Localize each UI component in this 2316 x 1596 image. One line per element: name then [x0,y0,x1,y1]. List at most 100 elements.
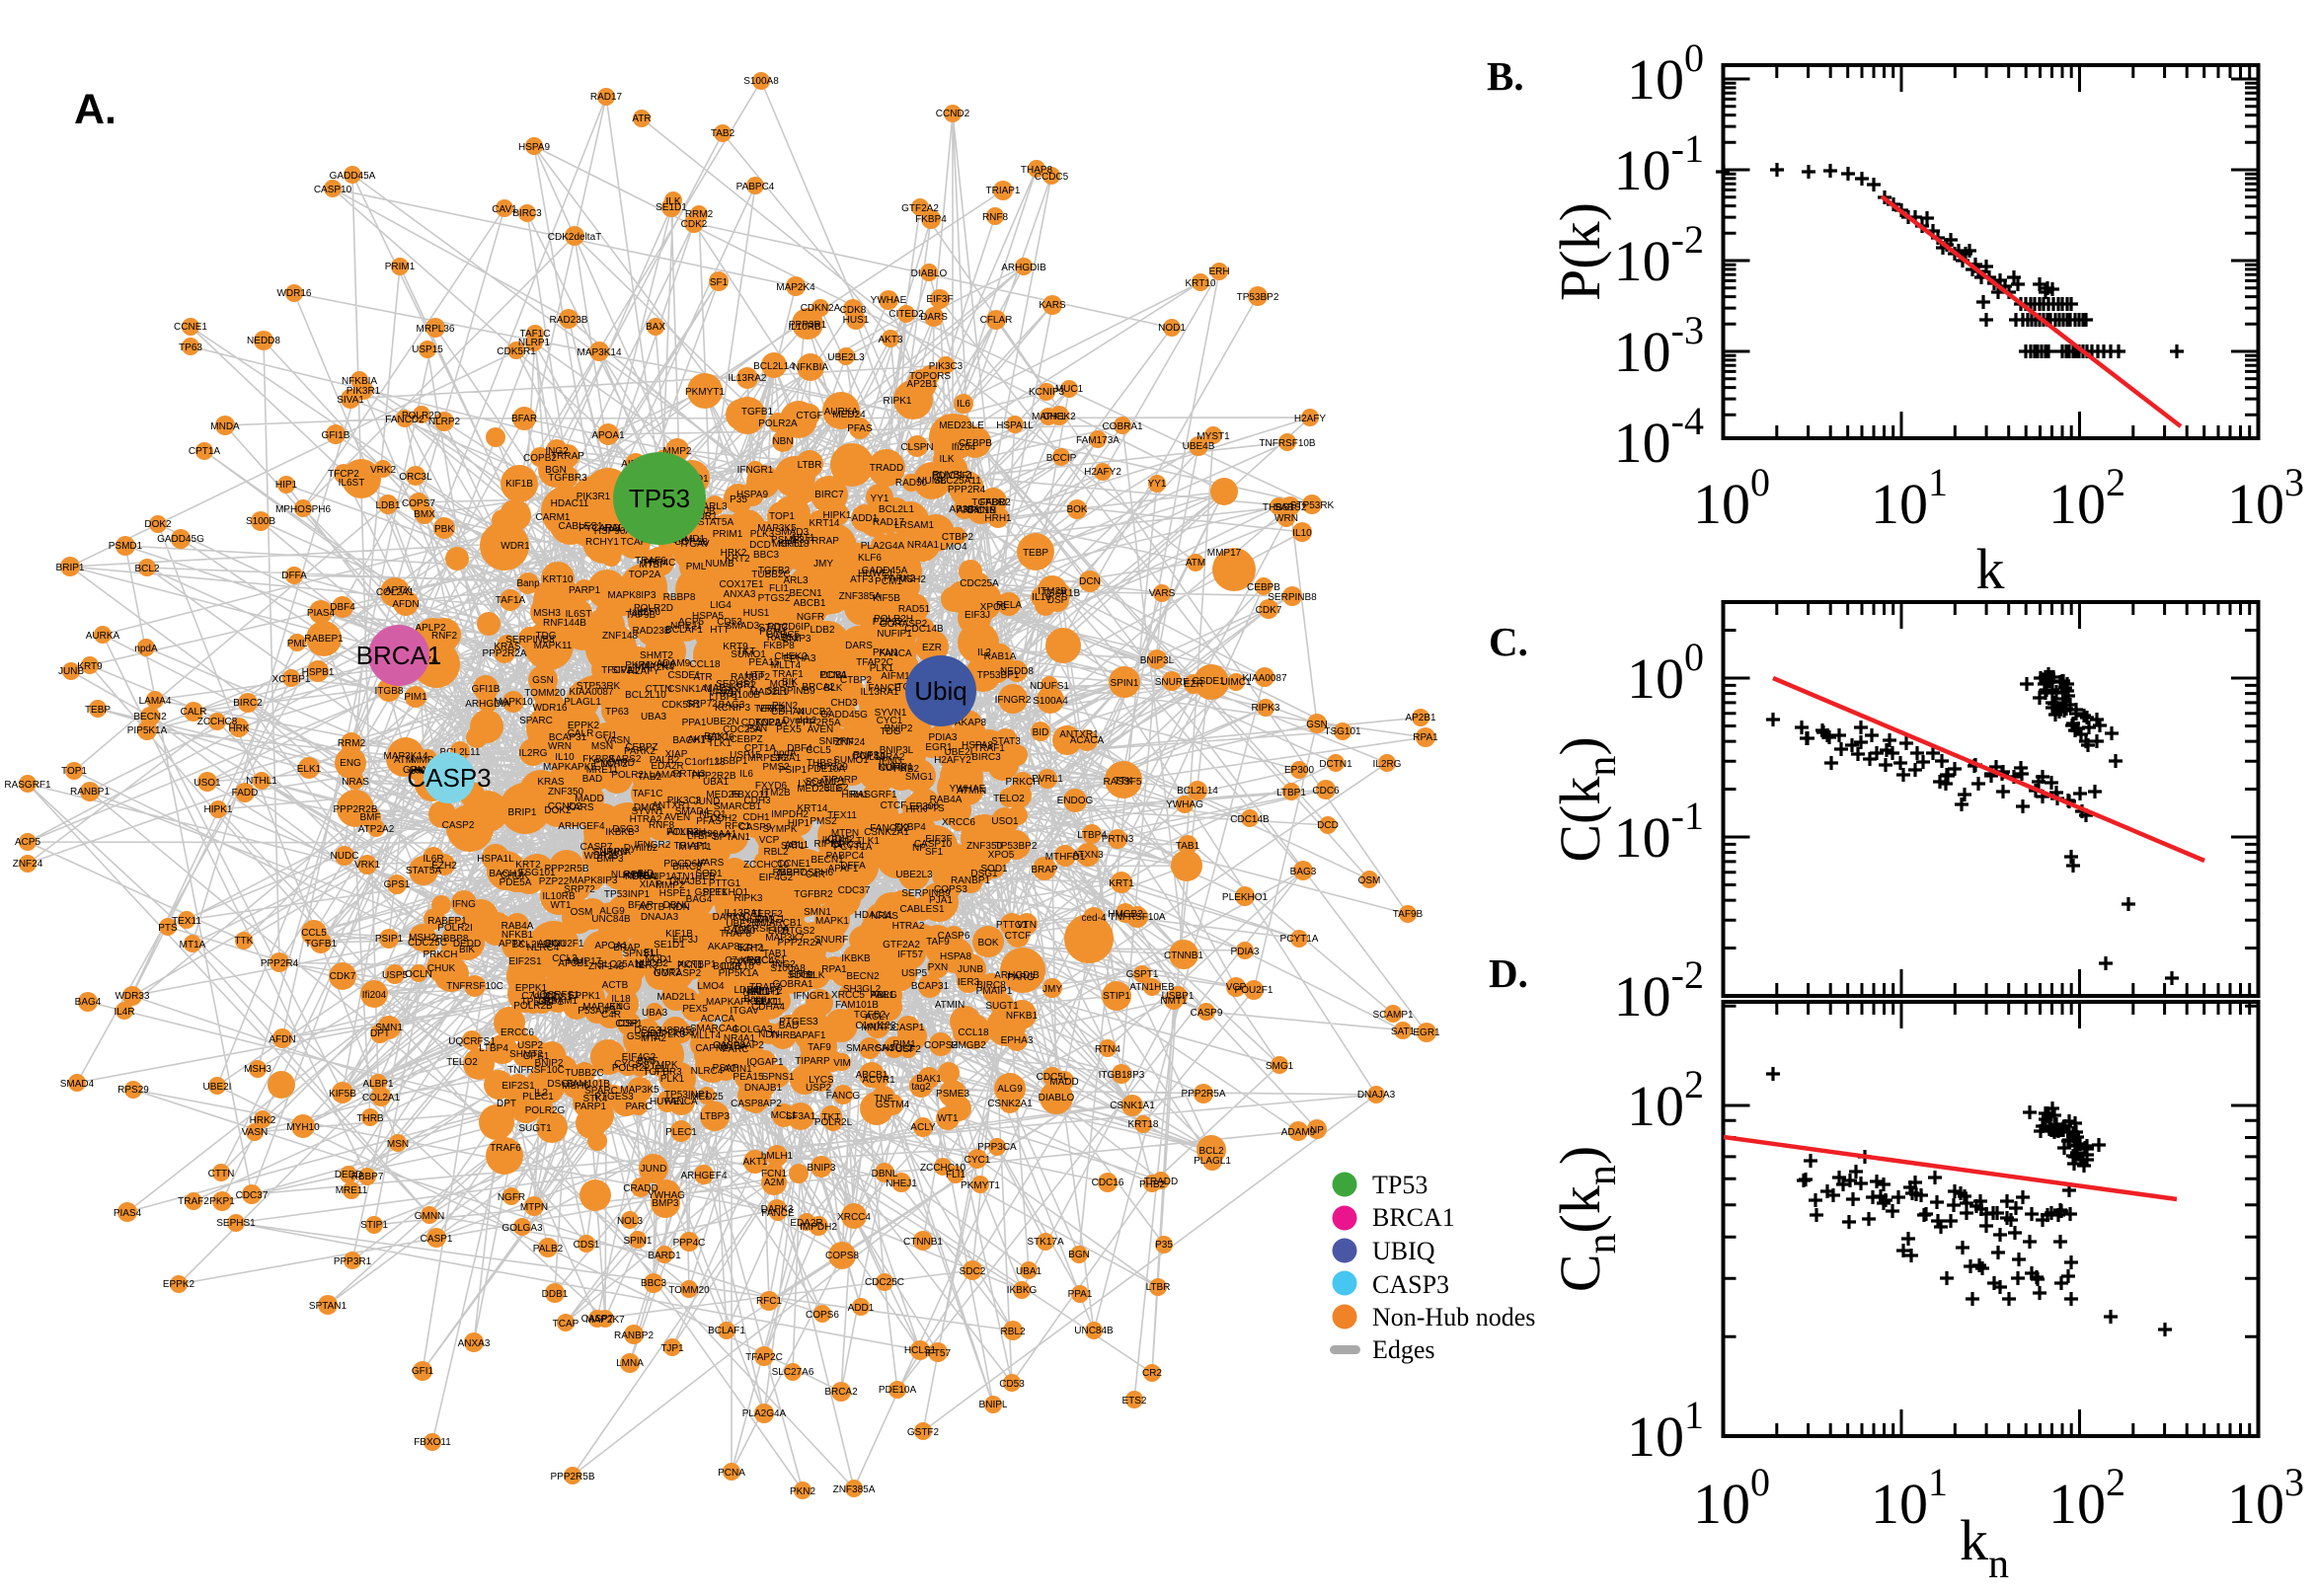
svg-text:IKBKG: IKBKG [1007,1285,1038,1296]
svg-text:ANXA3: ANXA3 [458,1338,491,1349]
svg-text:APTX: APTX [385,585,411,596]
svg-text:FANCE: FANCE [761,1208,795,1219]
svg-text:NDN: NDN [758,1029,780,1040]
svg-text:BOK: BOK [1066,504,1087,515]
svg-text:GTF2A2: GTF2A2 [883,940,920,950]
svg-text:PPP2R5A: PPP2R5A [1181,1089,1225,1100]
svg-text:PABPC4: PABPC4 [736,182,775,192]
svg-text:AKT3: AKT3 [878,335,902,345]
svg-text:PPP2R2A: PPP2R2A [482,648,526,659]
svg-text:RBL2: RBL2 [1000,1327,1025,1337]
svg-text:RAD23B: RAD23B [633,626,671,637]
svg-text:POLR2I: POLR2I [611,770,647,781]
svg-text:ATM: ATM [1186,558,1205,569]
svg-text:BMP3: BMP3 [652,1198,679,1209]
svg-text:RAD23B: RAD23B [550,315,588,326]
svg-text:UBE4B: UBE4B [1183,441,1215,452]
svg-text:ENDOG: ENDOG [1057,796,1094,806]
svg-text:POLR2G: POLR2G [525,1105,566,1116]
svg-text:PEA15: PEA15 [748,657,780,668]
svg-text:THRB: THRB [356,1113,384,1124]
svg-text:EPPK2: EPPK2 [163,1279,195,1290]
svg-text:APLP2: APLP2 [415,623,446,634]
svg-text:TRRAP: TRRAP [806,536,839,547]
svg-text:DFFA: DFFA [281,570,307,581]
svg-text:PVRL1: PVRL1 [1032,774,1063,785]
svg-text:UNC84B: UNC84B [1074,1326,1114,1336]
svg-text:ING2: ING2 [772,959,796,970]
svg-text:TOMM20: TOMM20 [668,1285,710,1296]
svg-text:TJP1: TJP1 [660,1343,684,1354]
svg-text:SYMPK: SYMPK [762,824,797,835]
svg-text:IL4R: IL4R [114,1007,134,1018]
svg-text:HSPA1L: HSPA1L [996,420,1034,431]
svg-text:PSIP1: PSIP1 [779,765,808,776]
svg-text:POLR2L: POLR2L [612,1063,651,1074]
svg-text:IFNGR1: IFNGR1 [794,991,830,1002]
svg-text:GPS1: GPS1 [523,1051,550,1062]
svg-text:PML: PML [287,639,308,649]
svg-text:ILK: ILK [665,196,680,207]
svg-text:RPS29: RPS29 [117,1085,149,1096]
svg-text:LTBR: LTBR [798,460,822,471]
svg-text:MSN: MSN [591,741,613,752]
svg-text:LAMA4: LAMA4 [139,696,172,707]
svg-text:SMG1: SMG1 [1266,1061,1294,1072]
svg-text:KIF5B: KIF5B [329,1089,356,1100]
svg-text:DSG1: DSG1 [970,869,998,879]
svg-text:P(k): P(k) [1548,202,1612,301]
svg-text:CDC25A: CDC25A [960,578,999,589]
svg-text:HIP1: HIP1 [275,480,298,491]
svg-text:JUNB: JUNB [958,964,983,975]
svg-text:KARS: KARS [1039,300,1066,311]
svg-text:BAD: BAD [582,774,603,785]
svg-text:CR2: CR2 [1142,1368,1162,1379]
svg-text:AURKA: AURKA [86,631,120,642]
svg-text:C1orf123: C1orf123 [684,757,726,768]
svg-text:PMAIP1: PMAIP1 [976,986,1013,997]
svg-text:RAB4A: RAB4A [930,795,963,805]
svg-text:SMN1: SMN1 [804,907,831,918]
svg-text:CITED2: CITED2 [888,309,924,320]
svg-text:APTX: APTX [499,939,524,950]
svg-text:JMY: JMY [1042,984,1062,995]
svg-text:PTGS2: PTGS2 [758,593,791,604]
svg-text:PIAS4: PIAS4 [114,1208,142,1219]
svg-text:IL6: IL6 [739,769,753,780]
svg-text:BRAP: BRAP [1031,865,1058,875]
svg-text:HUWE1: HUWE1 [858,569,894,579]
svg-text:USP5: USP5 [901,968,928,979]
svg-text:TIPARP: TIPARP [795,1056,830,1067]
svg-text:SPIN1: SPIN1 [1111,678,1139,689]
svg-text:ZNF148: ZNF148 [602,631,639,642]
svg-text:DBF4: DBF4 [787,743,812,754]
svg-text:MPHOSPH6: MPHOSPH6 [275,504,332,515]
svg-text:SRP72: SRP72 [686,699,718,710]
svg-text:RIPK1: RIPK1 [884,396,912,407]
svg-text:TCAP: TCAP [553,1319,579,1330]
svg-text:PTGES3: PTGES3 [779,1017,818,1027]
svg-text:IL10RB: IL10RB [788,322,821,333]
svg-text:TSSK1B: TSSK1B [1042,588,1081,599]
svg-text:KRT18: KRT18 [1128,1119,1159,1130]
svg-text:TELO2: TELO2 [446,1057,478,1068]
svg-text:GSN: GSN [1306,720,1328,730]
svg-text:WDR16: WDR16 [276,288,311,299]
svg-text:TGFBR2: TGFBR2 [794,889,833,900]
svg-text:VARS: VARS [1149,588,1176,599]
svg-text:FAM101B: FAM101B [835,1000,879,1011]
svg-text:PRKCH: PRKCH [423,950,457,960]
svg-text:TRADD: TRADD [870,463,903,474]
svg-text:HMGB2: HMGB2 [1108,909,1143,920]
svg-text:COPS6: COPS6 [806,1310,839,1321]
svg-text:PDIA3: PDIA3 [1231,947,1260,957]
svg-text:NUDC: NUDC [331,851,359,862]
svg-text:BIK: BIK [459,945,475,955]
svg-text:CASP10: CASP10 [314,185,352,195]
svg-text:hMLH1: hMLH1 [761,1151,794,1162]
svg-text:HUS1: HUS1 [743,608,770,619]
svg-text:tag2: tag2 [911,1082,931,1093]
svg-text:XRCC4: XRCC4 [837,1212,871,1223]
svg-text:CEBPZ: CEBPZ [625,742,657,753]
svg-text:TAF1A: TAF1A [496,595,526,606]
